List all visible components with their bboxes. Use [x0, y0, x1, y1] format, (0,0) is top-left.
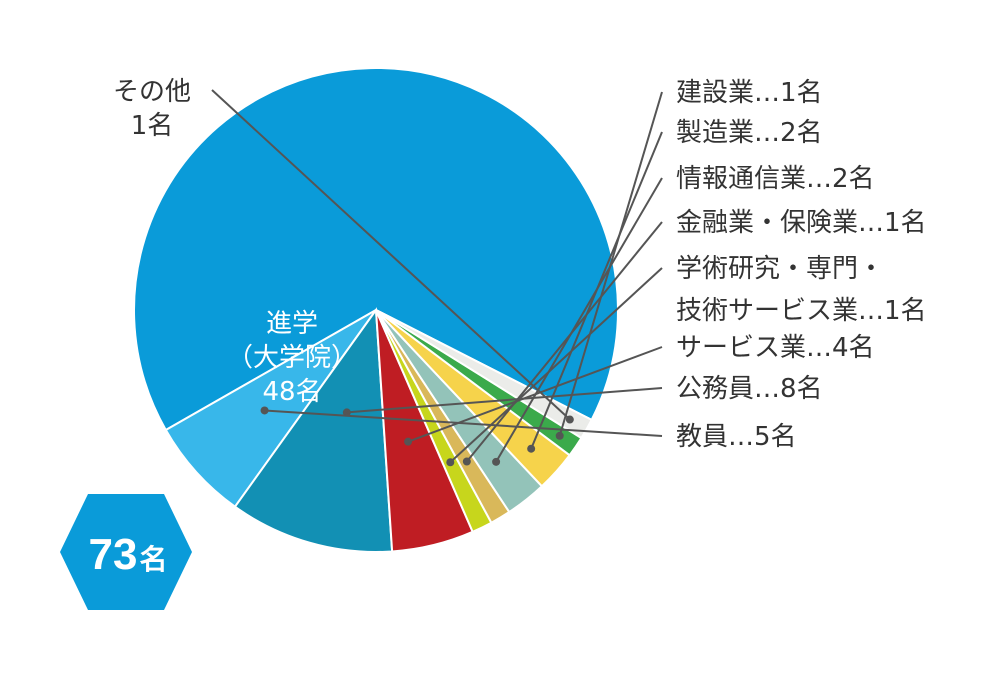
- leader-line-4: [449, 267, 663, 463]
- slice-label-3: サービス業…4名: [676, 333, 875, 363]
- total-unit: 名: [139, 543, 167, 576]
- slice-label-9: その他 1名: [113, 77, 191, 141]
- total-badge: 73名: [60, 494, 192, 610]
- slice-label-0: 進学（大学院） 48名: [227, 309, 357, 407]
- pie-slice-1: [164, 309, 377, 509]
- pie-slice-0: [133, 67, 619, 432]
- pie-slices: [133, 67, 619, 553]
- slice-label-8: 建設業…1名: [676, 78, 823, 108]
- slice-label-5: 金融業・保険業…1名: [676, 208, 927, 238]
- svg-text:73名: 73名: [89, 530, 168, 579]
- leader-line-5: [466, 221, 663, 463]
- slice-label-2: 公務員…8名: [676, 374, 823, 404]
- hexagon-icon: [60, 494, 192, 610]
- pie-slice-9: [375, 309, 593, 440]
- slice-label-4: 学術研究・専門・技術サービス業…1名: [676, 254, 927, 326]
- slice-labels: 建設業…1名製造業…2名情報通信業…2名金融業・保険業…1名学術研究・専門・技術…: [113, 77, 927, 452]
- leader-line-3: [407, 346, 663, 443]
- slice-label-6: 情報通信業…2名: [676, 164, 875, 194]
- leader-line-6: [495, 177, 663, 463]
- slice-label-7: 製造業…2名: [676, 118, 823, 148]
- leader-line-9: [211, 89, 571, 421]
- pie-slice-2: [233, 307, 394, 553]
- leader-line-1: [264, 409, 663, 437]
- total-count: 73: [89, 530, 138, 579]
- leader-line-2: [346, 387, 663, 414]
- leader-lines: [211, 89, 663, 467]
- slice-label-1: 教員…5名: [676, 422, 797, 452]
